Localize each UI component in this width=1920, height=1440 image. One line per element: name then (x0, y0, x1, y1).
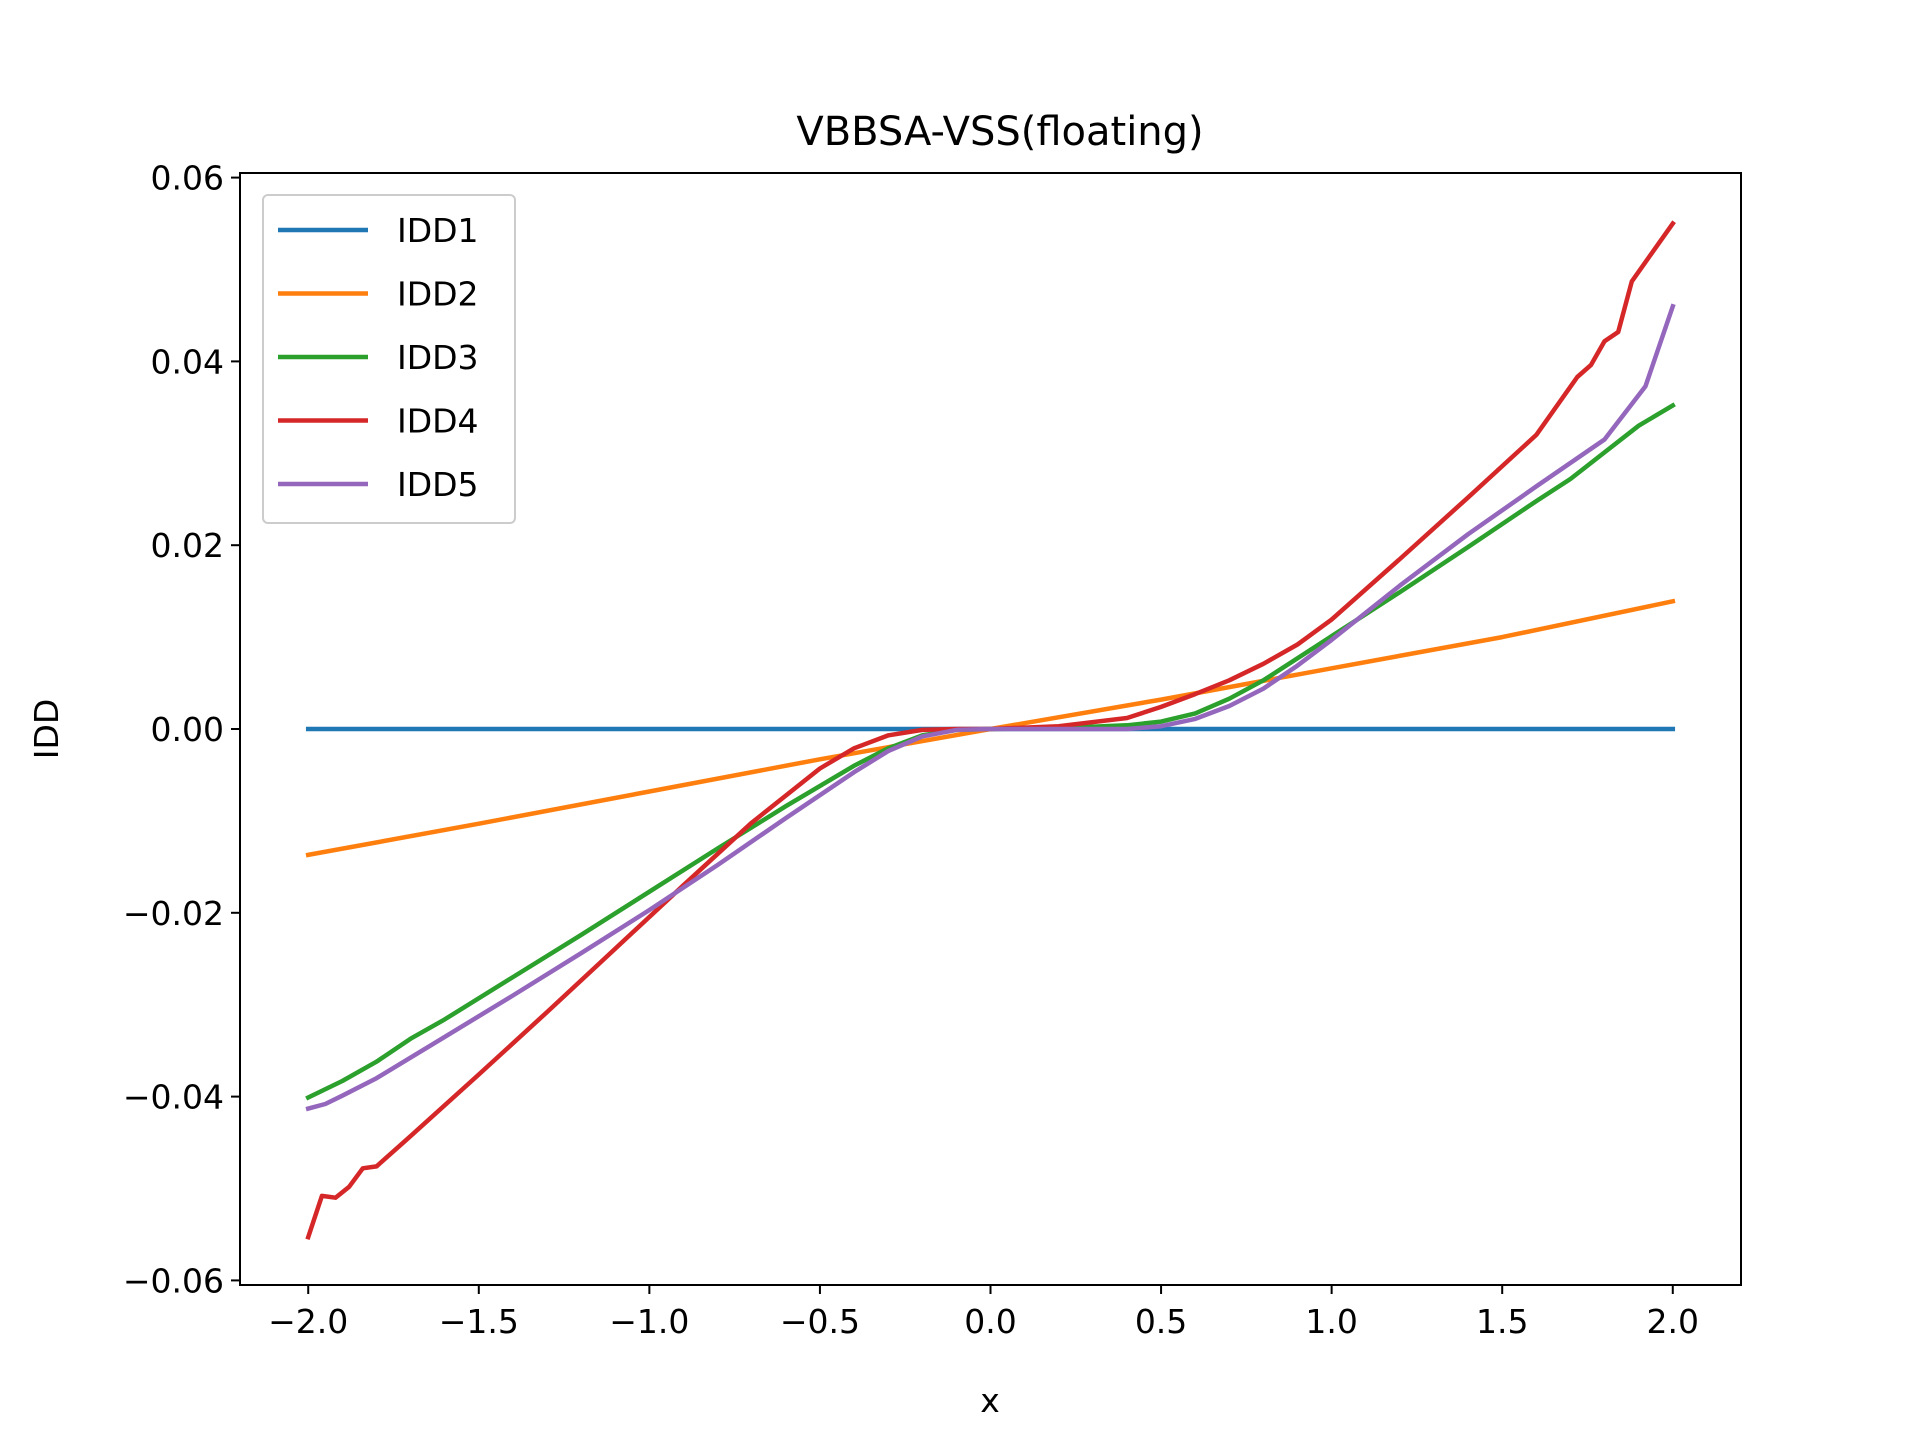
y-tick-label: 0.02 (151, 526, 224, 565)
x-tick-label: 2.0 (1647, 1302, 1699, 1341)
legend-label-idd2: IDD2 (397, 275, 479, 314)
y-tick-label: −0.02 (123, 894, 224, 933)
x-tick-label: 1.5 (1476, 1302, 1528, 1341)
x-axis-label: x (980, 1381, 1000, 1420)
y-tick-label: 0.00 (151, 710, 224, 749)
chart-title: VBBSA-VSS(floating) (796, 109, 1203, 155)
y-tick-label: 0.04 (151, 342, 224, 381)
legend-label-idd3: IDD3 (397, 338, 479, 377)
x-tick-label: 0.0 (964, 1302, 1016, 1341)
y-tick-label: −0.04 (123, 1078, 224, 1117)
legend-box (262, 194, 516, 524)
y-tick-label: 0.06 (151, 159, 224, 198)
x-tick-label: −1.0 (609, 1302, 689, 1341)
legend-label-idd4: IDD4 (397, 402, 479, 441)
legend-label-idd5: IDD5 (397, 465, 479, 504)
legend: IDD1 IDD2 IDD3 IDD4 IDD5 (262, 194, 516, 524)
x-tick-label: −0.5 (780, 1302, 860, 1341)
legend-label-idd1: IDD1 (397, 211, 479, 250)
x-tick-label: 1.0 (1305, 1302, 1357, 1341)
plot-area (305, 220, 1676, 1241)
series-line-idd5 (305, 303, 1676, 1112)
y-axis-label: IDD (27, 699, 66, 760)
x-tick-label: 0.5 (1135, 1302, 1187, 1341)
axis-ticks: −2.0 −1.5 −1.0 −0.5 0.0 0.5 1.0 1.5 2.0 −0.06 −0.0… (123, 159, 1699, 1341)
x-tick-label: −2.0 (268, 1302, 348, 1341)
x-tick-label: −1.5 (439, 1302, 519, 1341)
y-tick-label: −0.06 (123, 1261, 224, 1300)
